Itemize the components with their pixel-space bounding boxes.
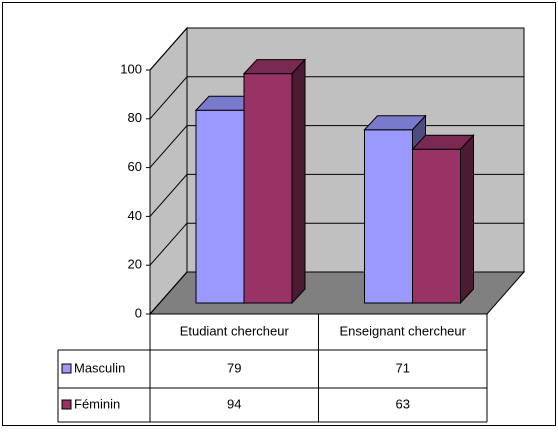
y-tick-label: 100	[120, 61, 142, 76]
table-value: 71	[396, 360, 410, 375]
legend-swatch	[61, 363, 72, 374]
bar-front	[243, 73, 293, 304]
left-wall	[149, 26, 188, 316]
table-value: 79	[227, 360, 241, 375]
grid-line	[149, 76, 524, 120]
legend-label: Masculin	[74, 360, 125, 375]
table-value: 94	[227, 396, 241, 411]
y-tick-label: 80	[128, 110, 142, 125]
y-tick-label: 0	[135, 305, 142, 320]
y-tick-label: 60	[128, 159, 142, 174]
bar-side	[460, 134, 474, 305]
category-label: Etudiant chercheur	[180, 323, 290, 338]
bar-front	[195, 109, 245, 304]
bar-front	[412, 148, 461, 304]
category-label: Enseignant chercheur	[340, 323, 467, 338]
bar-side	[291, 58, 306, 305]
legend-swatch	[61, 399, 72, 410]
table-value: 63	[396, 396, 410, 411]
y-tick-label: 20	[128, 257, 142, 272]
bar-front	[364, 129, 413, 304]
grid-line	[149, 27, 524, 71]
y-tick-label: 40	[128, 208, 142, 223]
legend-label: Féminin	[74, 396, 120, 411]
